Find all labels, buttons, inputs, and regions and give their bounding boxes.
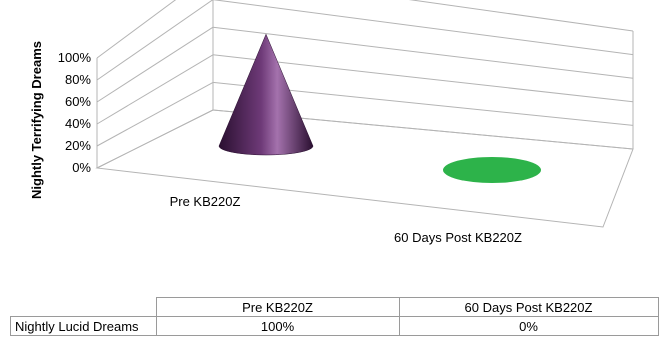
gridline-back (408, 0, 634, 32)
data-table-corner (10, 297, 157, 317)
y-tick-labels: 0% 20% 40% 60% 80% 100% (58, 50, 92, 175)
gridline-side (96, 26, 214, 103)
category-label: Pre KB220Z (170, 194, 241, 209)
data-table-cell: 0% (398, 316, 659, 336)
chart-walls (95, 0, 634, 228)
gridline-side (96, 0, 214, 81)
cone-marks (218, 33, 541, 183)
data-table-header-row: Pre KB220Z 60 Days Post KB220Z (10, 297, 659, 317)
category-label: 60 Days Post KB220Z (394, 230, 522, 245)
category-labels: Pre KB220Z 60 Days Post KB220Z (170, 194, 522, 245)
data-table-row: Nightly Lucid Dreams 100% 0% (10, 316, 659, 336)
data-table: Pre KB220Z 60 Days Post KB220Z Nightly L… (10, 297, 659, 336)
gridline-back (212, 26, 634, 79)
gridline-back (212, 0, 634, 56)
y-tick-label: 60% (65, 94, 91, 109)
cone-mark (218, 33, 314, 156)
gridline-side (96, 109, 214, 169)
data-table-cell: 100% (155, 316, 400, 336)
cone-mark (443, 157, 541, 183)
gridline-back (212, 54, 634, 103)
gridlines (96, 0, 634, 169)
y-tick-label: 20% (65, 138, 91, 153)
gridline-side (96, 81, 214, 147)
cone-chart: 0% 20% 40% 60% 80% 100% Pre KB220Z 60 Days Pos… (29, 0, 634, 245)
data-table-header: Pre KB220Z (155, 297, 400, 317)
y-tick-label: 0% (72, 160, 91, 175)
gridline-side (96, 0, 177, 59)
y-axis-label: Nightly Terrifying Dreams (29, 41, 44, 199)
y-tick-label: 40% (65, 116, 91, 131)
y-tick-label: 100% (58, 50, 92, 65)
data-table-row-label: Nightly Lucid Dreams (10, 316, 157, 336)
gridline-side (96, 54, 214, 125)
y-tick-label: 80% (65, 72, 91, 87)
data-table-header: 60 Days Post KB220Z (398, 297, 659, 317)
